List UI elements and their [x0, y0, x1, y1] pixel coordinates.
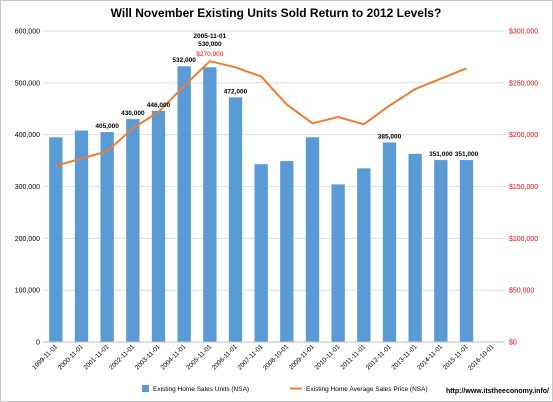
x-tick-label: 2013-11-01 [390, 343, 418, 371]
x-tick-label: 2016-10-01 [467, 343, 496, 372]
y-left-tick-label: 500,000 [15, 80, 40, 87]
bar [382, 142, 397, 342]
axes: 0 100,000 200,000 300,000 400,000 500,000 600,… [15, 29, 539, 372]
bar [331, 184, 345, 342]
x-tick-label: 2000-11-01 [57, 343, 85, 371]
bar [254, 164, 268, 342]
bar [228, 97, 243, 342]
bar [151, 110, 166, 342]
x-tick-label: 2007-11-01 [236, 343, 264, 371]
bar [74, 130, 89, 342]
y-left-tick-label: 100,000 [15, 288, 40, 295]
price-line-group [55, 60, 467, 167]
y-left-tick-label: 400,000 [15, 132, 40, 139]
legend: Existing Home Sales Units (NSA) Existing… [142, 385, 428, 393]
y-left-tick-label: 0 [36, 340, 40, 347]
x-tick-label: 2002-11-01 [108, 343, 136, 371]
bar [357, 168, 371, 342]
y-right-tick-label: $200,000 [509, 132, 538, 139]
bar-data-label: 351,000 [429, 151, 453, 158]
y-right-tick-label: $250,000 [509, 80, 538, 87]
y-right-tick-label: $150,000 [509, 184, 538, 191]
bar [305, 137, 320, 342]
x-tick-label: 2010-11-01 [313, 343, 341, 371]
bar-data-label: 351,000 [455, 151, 479, 158]
bars [49, 66, 474, 343]
bar [100, 132, 114, 342]
y-right-tick-label: $0 [509, 340, 517, 347]
legend-label-units: Existing Home Sales Units (NSA) [153, 386, 249, 393]
callout-price: $270,900 [196, 51, 223, 58]
y-right-tick-label: $50,000 [509, 288, 534, 295]
bar-data-label: 472,000 [224, 88, 248, 95]
y-right-tick-label: $100,000 [509, 236, 538, 243]
x-tick-label: 1999-11-01 [31, 343, 59, 371]
bar-data-label: 430,000 [121, 110, 145, 117]
x-tick-label: 2001-11-01 [82, 343, 110, 371]
bar-data-label: 405,000 [95, 123, 119, 130]
bar-data-label: 385,000 [378, 133, 402, 140]
y-left-tick-label: 600,000 [15, 29, 40, 36]
bar-data-label: 446,000 [147, 102, 171, 109]
legend-label-price: Existing Home Average Sales Price (NSA) [306, 386, 428, 393]
x-tick-label: 2003-11-01 [134, 343, 162, 371]
bar [177, 66, 191, 342]
bar [459, 160, 474, 342]
x-tick-label: 2015-11-01 [442, 343, 470, 371]
bar-data-label: 532,000 [172, 57, 196, 64]
x-tick-label: 2008-10-01 [262, 343, 291, 372]
x-tick-label: 2009-11-01 [288, 343, 316, 371]
chart-title: Will November Existing Units Sold Return… [111, 6, 442, 20]
source-url: http://www.itstheeconomy.info/ [446, 388, 549, 395]
y-left-tick-label: 200,000 [15, 236, 40, 243]
x-tick-label: 2004-11-01 [159, 343, 187, 371]
bar [408, 153, 422, 342]
legend-swatch-units [142, 385, 149, 392]
x-tick-label: 2011-11-01 [339, 343, 367, 371]
grid [43, 30, 505, 291]
bar [434, 160, 448, 342]
y-left-tick-label: 300,000 [15, 184, 40, 191]
bar [280, 161, 294, 342]
x-tick-label: 2006-11-01 [211, 343, 239, 371]
x-tick-label: 2012-11-01 [365, 343, 393, 371]
y-right-tick-label: $300,000 [509, 29, 538, 36]
callout-date: 2005-11-01 [193, 33, 226, 40]
x-tick-label: 2005-11-01 [185, 343, 213, 371]
bar [203, 67, 217, 343]
bar [126, 119, 140, 342]
bar [49, 137, 63, 342]
price-line [55, 60, 467, 167]
callout-units: 530,000 [198, 41, 222, 48]
x-tick-label: 2014-11-01 [416, 343, 444, 371]
